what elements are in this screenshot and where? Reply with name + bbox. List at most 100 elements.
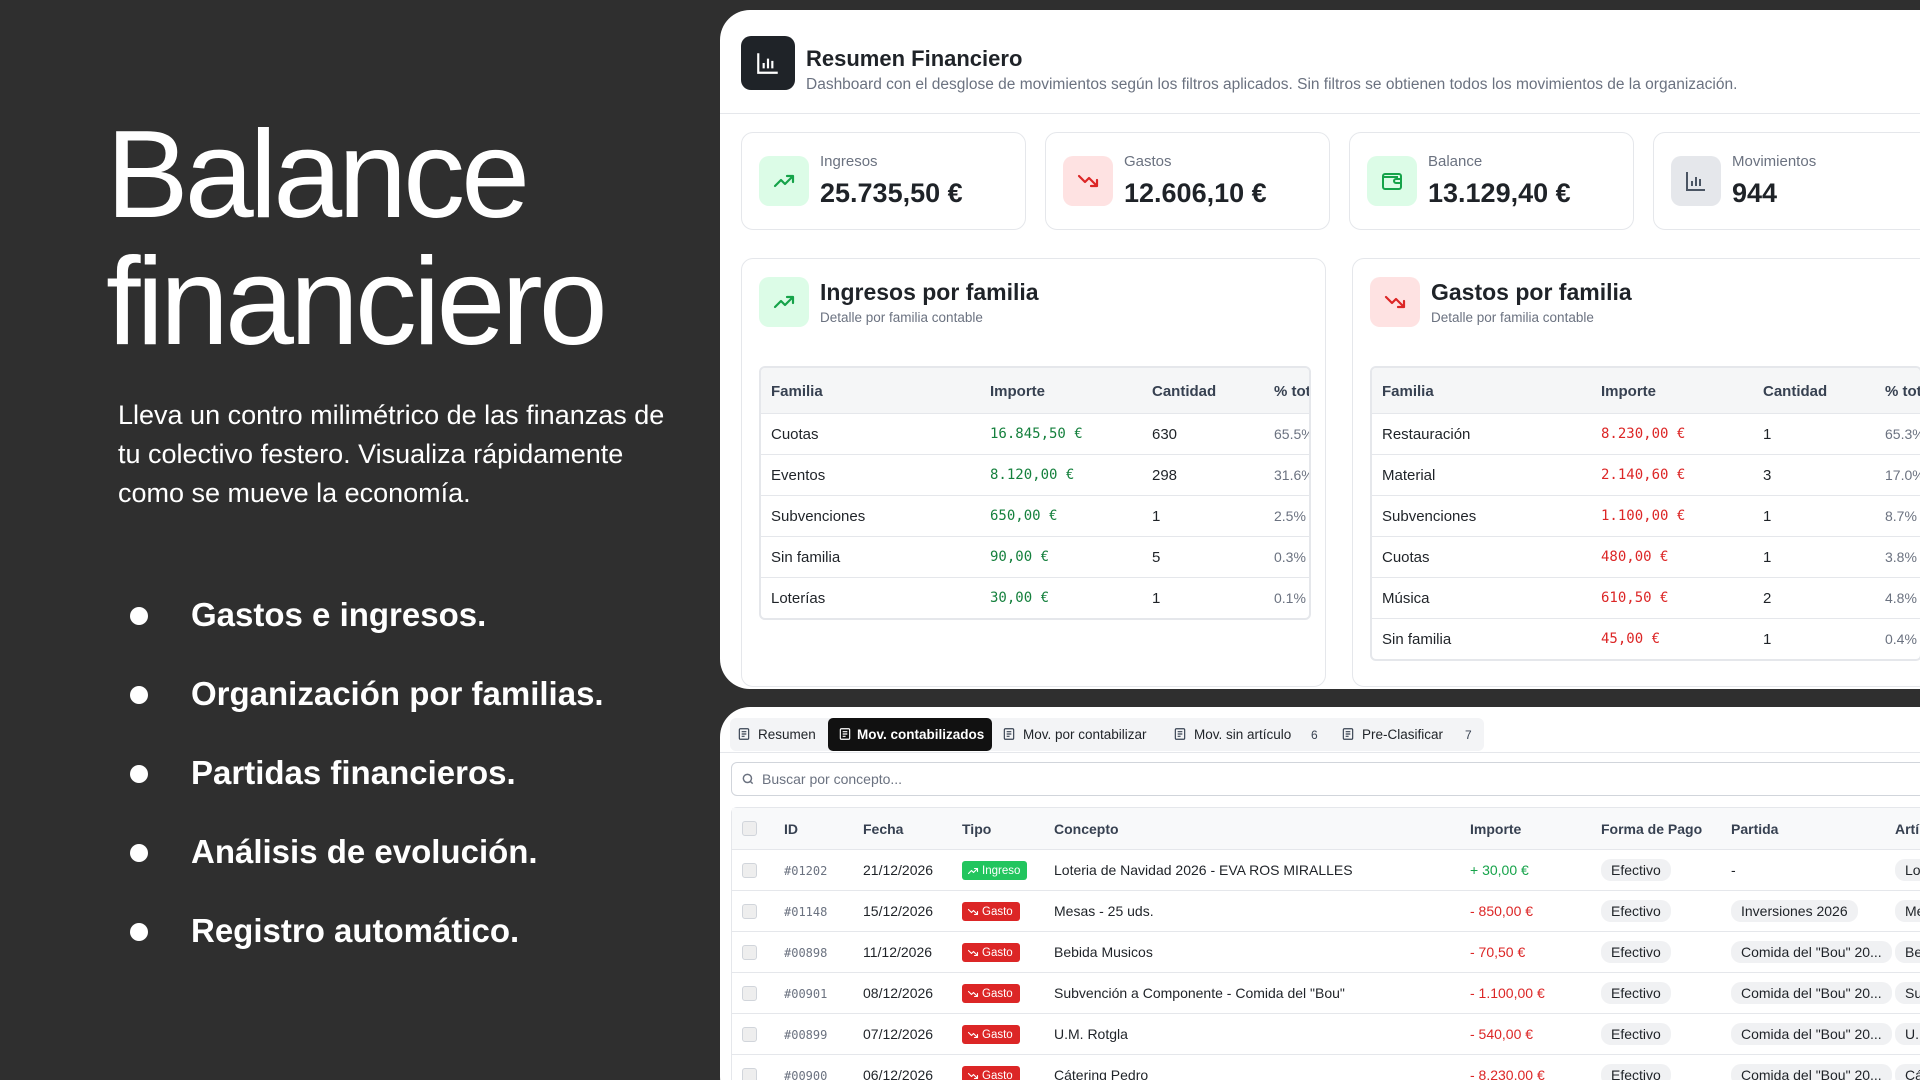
kpi-label: Ingresos bbox=[820, 153, 878, 170]
kpi-value: 12.606,10 € bbox=[1124, 178, 1267, 208]
family-subtitle: Detalle por familia contable bbox=[1431, 310, 1594, 325]
column-header: Artí bbox=[1895, 821, 1920, 837]
search-box[interactable]: Buscar por concepto... bbox=[731, 762, 1920, 796]
table-cell: 0.3% bbox=[1274, 549, 1306, 565]
table-row: Material 2.140,60 € 3 17.0% bbox=[1372, 454, 1920, 496]
table-cell: Sin familia bbox=[1382, 631, 1452, 648]
table-cell: #01148 bbox=[784, 905, 828, 919]
table-cell: 1 bbox=[1763, 508, 1772, 525]
payment-pill: Efectivo bbox=[1601, 941, 1671, 963]
table-cell: 2.140,60 € bbox=[1601, 467, 1686, 483]
tab-label: Mov. sin artículo bbox=[1194, 727, 1292, 742]
summary-subtitle: Dashboard con el desglose de movimientos… bbox=[806, 76, 1738, 93]
payment-pill: Efectivo bbox=[1601, 1023, 1671, 1045]
checkbox[interactable] bbox=[742, 1068, 757, 1080]
table-cell: 610,50 € bbox=[1601, 590, 1669, 606]
column-header: Importe bbox=[1601, 383, 1657, 400]
table-row: #00899 07/12/2026 Gasto U.M. Rotgla - 540,00… bbox=[732, 1013, 1920, 1055]
table-cell: 15/12/2026 bbox=[863, 903, 934, 919]
checkbox[interactable] bbox=[742, 904, 757, 919]
checkbox[interactable] bbox=[742, 821, 757, 836]
type-badge: Gasto bbox=[962, 1025, 1020, 1044]
type-badge: Gasto bbox=[962, 943, 1020, 962]
table-row: Loterías 30,00 € 1 0.1% bbox=[761, 577, 1309, 618]
family-title: Ingresos por familia bbox=[820, 279, 1039, 305]
feature-item: Registro automático. bbox=[130, 911, 830, 951]
table-cell: 4.8% bbox=[1885, 590, 1917, 606]
table-row: #00900 06/12/2026 Gasto Cátering Pedro - 8.2… bbox=[732, 1054, 1920, 1080]
table-row: Subvenciones 1.100,00 € 1 8.7% bbox=[1372, 495, 1920, 537]
column-header: Importe bbox=[1470, 821, 1522, 837]
table-row: Subvenciones 650,00 € 1 2.5% bbox=[761, 495, 1309, 537]
budget-pill: - bbox=[1731, 862, 1736, 878]
badge-icon bbox=[967, 946, 979, 964]
kpi-card: Ingresos 25.735,50 € bbox=[741, 132, 1026, 230]
table-cell: 0.4% bbox=[1885, 631, 1917, 647]
table-cell: 1 bbox=[1763, 631, 1772, 648]
family-table: Familia Importe Cantidad % total Cuotas 16.84… bbox=[759, 366, 1311, 620]
column-header: % total bbox=[1885, 383, 1920, 400]
table-cell: Eventos bbox=[771, 467, 826, 484]
column-header: ID bbox=[784, 821, 798, 837]
tab-icon bbox=[737, 727, 751, 746]
column-header: % total bbox=[1274, 383, 1311, 400]
table-row: Sin familia 90,00 € 5 0.3% bbox=[761, 536, 1309, 578]
table-cell: 17.0% bbox=[1885, 467, 1920, 483]
budget-pill: Comida del "Bou" 20... bbox=[1731, 1064, 1892, 1080]
feature-item: Partidas financieros. bbox=[130, 753, 830, 793]
table-row: Sin familia 45,00 € 1 0.4% bbox=[1372, 618, 1920, 659]
hero-description: Lleva un contro milimétrico de las finan… bbox=[118, 400, 665, 508]
column-header: Familia bbox=[1382, 383, 1434, 400]
table-cell: 65.5% bbox=[1274, 426, 1311, 442]
table-cell: - 1.100,00 € bbox=[1470, 985, 1545, 1001]
type-badge: Gasto bbox=[962, 902, 1020, 921]
tab-icon bbox=[1341, 727, 1355, 746]
column-header: Cantidad bbox=[1763, 383, 1828, 400]
table-cell: Subvenciones bbox=[771, 508, 866, 525]
kpi-icon bbox=[1671, 156, 1721, 206]
table-cell: Loteria de Navidad 2026 - EVA ROS MIRALL… bbox=[1054, 862, 1353, 878]
badge-icon bbox=[967, 864, 979, 882]
table-cell: 90,00 € bbox=[990, 549, 1050, 565]
column-header: Concepto bbox=[1054, 821, 1119, 837]
family-icon bbox=[759, 277, 809, 327]
table-cell: 30,00 € bbox=[990, 590, 1050, 606]
type-label: Ingreso bbox=[982, 865, 1021, 877]
feature-text: Gastos e ingresos. bbox=[191, 596, 487, 633]
table-header: Familia Importe Cantidad % total bbox=[1372, 368, 1920, 413]
family-title: Gastos por familia bbox=[1431, 279, 1632, 305]
table-row: #00898 11/12/2026 Gasto Bebida Musicos - 70,… bbox=[732, 931, 1920, 973]
checkbox[interactable] bbox=[742, 945, 757, 960]
kpi-icon bbox=[1063, 156, 1113, 206]
tab-label: Pre-Clasificar bbox=[1362, 727, 1444, 742]
hero-title: Balance financiero bbox=[106, 106, 608, 371]
kpi-value: 25.735,50 € bbox=[820, 178, 963, 208]
feature-item: Análisis de evolución. bbox=[130, 832, 830, 872]
kpi-card: Gastos 12.606,10 € bbox=[1045, 132, 1330, 230]
checkbox[interactable] bbox=[742, 1027, 757, 1042]
table-cell: Música bbox=[1382, 590, 1430, 607]
tab-label: Mov. contabilizados bbox=[857, 727, 985, 742]
table-cell: #01202 bbox=[784, 864, 828, 878]
table-cell: Restauración bbox=[1382, 426, 1471, 443]
table-cell: Bebida Musicos bbox=[1054, 944, 1153, 960]
tab-icon bbox=[1173, 727, 1187, 746]
tab[interactable]: Mov. contabilizados bbox=[828, 718, 992, 751]
feature-text: Registro automático. bbox=[191, 912, 520, 949]
budget-pill: Inversiones 2026 bbox=[1731, 900, 1858, 922]
tab-count: 6 bbox=[1311, 728, 1318, 742]
table-row: #00901 08/12/2026 Gasto Subvención a Compon… bbox=[732, 972, 1920, 1014]
checkbox[interactable] bbox=[742, 986, 757, 1001]
table-cell: 65.3% bbox=[1885, 426, 1920, 442]
type-label: Gasto bbox=[982, 1070, 1013, 1080]
table-cell: Cátering Pedro bbox=[1054, 1067, 1149, 1080]
checkbox[interactable] bbox=[742, 863, 757, 878]
table-cell: 8.230,00 € bbox=[1601, 426, 1686, 442]
budget-pill: Comida del "Bou" 20... bbox=[1731, 982, 1892, 1004]
payment-pill: Efectivo bbox=[1601, 1064, 1671, 1080]
table-cell: 1 bbox=[1152, 590, 1161, 607]
table-cell: 2.5% bbox=[1274, 508, 1306, 524]
movements-table: ID Fecha Tipo Concepto Importe Forma de Pago P… bbox=[731, 807, 1920, 1080]
kpi-label: Gastos bbox=[1124, 153, 1172, 170]
tab-label: Mov. por contabilizar bbox=[1023, 727, 1147, 742]
